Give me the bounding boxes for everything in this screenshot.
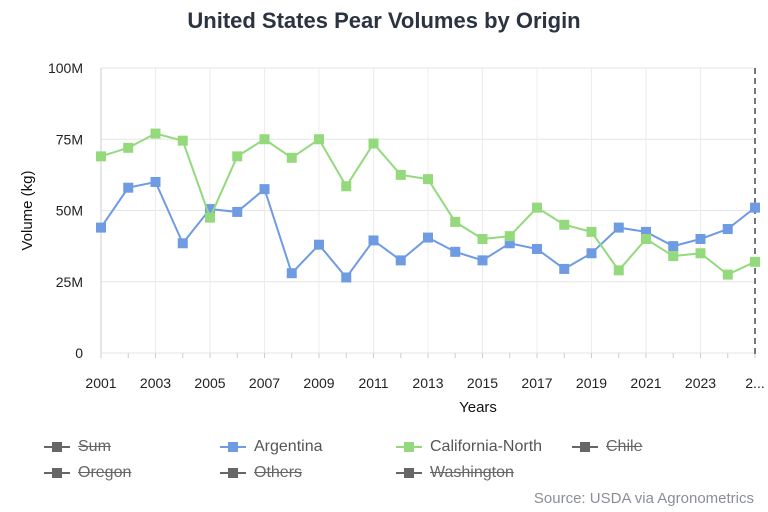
x-tick-label: 2005 — [194, 375, 225, 391]
legend-swatch-icon — [572, 440, 598, 454]
legend-item-argentina[interactable]: Argentina — [220, 438, 323, 456]
x-tick-label: 2015 — [467, 375, 498, 391]
data-point-argentina — [613, 222, 624, 233]
x-axis-title: Years — [459, 399, 497, 416]
x-tick-label: 2019 — [576, 375, 607, 391]
data-point-argentina — [423, 232, 433, 243]
data-point-california-north — [150, 128, 161, 139]
data-point-california-north — [341, 181, 352, 192]
legend-item-chile[interactable]: Chile — [572, 438, 642, 456]
data-point-argentina — [395, 255, 406, 266]
data-point-california-north — [395, 169, 406, 180]
data-point-argentina — [559, 263, 570, 274]
x-tick-label: 2009 — [303, 375, 334, 391]
y-tick-label: 0 — [75, 345, 83, 361]
legend-label: Oregon — [78, 464, 132, 481]
line-chart: 0 25M 50M 75M 100M 2001 2003 2005 2007 2009 2011 20… — [19, 60, 765, 416]
data-point-argentina — [668, 241, 679, 252]
data-point-california-north — [368, 138, 379, 149]
data-point-california-north — [96, 151, 106, 162]
data-point-argentina — [314, 239, 324, 250]
data-point-california-north — [286, 152, 297, 163]
data-point-california-north — [641, 234, 651, 244]
data-point-argentina — [96, 222, 106, 233]
legend-label: Others — [254, 464, 303, 481]
y-tick-label: 25M — [56, 274, 83, 290]
legend-item-others[interactable]: Others — [220, 464, 302, 482]
data-point-california-north — [259, 134, 270, 145]
y-tick-label: 100M — [48, 60, 83, 76]
x-tick-label: 2023 — [685, 375, 716, 391]
data-point-argentina — [177, 238, 188, 249]
data-point-california-north — [232, 151, 243, 162]
data-point-california-north — [750, 256, 760, 267]
data-point-california-north — [668, 251, 679, 262]
y-tick-label: 50M — [56, 203, 83, 219]
data-point-argentina — [259, 184, 270, 195]
data-point-california-north — [559, 219, 570, 230]
data-point-argentina — [750, 202, 760, 213]
legend-label: Chile — [606, 438, 643, 455]
data-point-argentina — [341, 272, 352, 283]
legend-swatch-icon — [44, 466, 70, 480]
legend-label: Argentina — [254, 438, 323, 455]
data-point-argentina — [722, 224, 733, 235]
data-point-argentina — [205, 204, 215, 215]
x-tick-label: 2001 — [85, 375, 116, 391]
x-tick-label: 2007 — [249, 375, 280, 391]
data-point-california-north — [423, 174, 433, 185]
legend-item-oregon[interactable]: Oregon — [44, 464, 131, 482]
data-point-argentina — [150, 177, 161, 187]
data-point-california-north — [722, 269, 733, 280]
x-tick-label: 2... — [745, 375, 764, 391]
legend-label: Sum — [78, 438, 111, 455]
x-tick-label: 2013 — [412, 375, 443, 391]
data-point-california-north — [177, 135, 188, 146]
data-point-california-north — [586, 226, 597, 237]
x-tick-label: 2003 — [140, 375, 171, 391]
data-point-california-north — [695, 248, 706, 259]
data-point-california-north — [504, 231, 515, 242]
legend-swatch-icon — [220, 440, 246, 454]
data-point-california-north — [613, 265, 624, 276]
data-point-california-north — [123, 142, 134, 153]
data-point-california-north — [450, 216, 461, 227]
data-point-argentina — [450, 246, 461, 257]
source-note: Source: USDA via Agronometrics — [533, 490, 754, 507]
legend-swatch-icon — [44, 440, 70, 454]
data-point-argentina — [504, 238, 515, 249]
data-point-argentina — [641, 226, 651, 237]
y-axis-title: Volume (kg) — [19, 170, 36, 250]
data-point-california-north — [314, 134, 324, 145]
legend-swatch-icon — [220, 466, 246, 480]
legend-label: California-North — [430, 438, 543, 455]
legend-item-sum[interactable]: Sum — [44, 438, 111, 456]
data-point-california-north — [532, 202, 542, 213]
data-point-california-north — [477, 234, 488, 244]
data-point-argentina — [695, 234, 706, 244]
data-point-california-north — [205, 212, 215, 223]
legend-swatch-icon — [396, 466, 422, 480]
legend-item-california-north[interactable]: California-North — [396, 438, 542, 456]
legend-label: Washington — [430, 464, 514, 481]
data-point-argentina — [123, 182, 134, 193]
y-tick-label: 75M — [56, 131, 83, 147]
data-point-argentina — [286, 268, 297, 279]
data-point-argentina — [532, 243, 542, 254]
data-point-argentina — [477, 255, 488, 266]
legend-swatch-icon — [396, 440, 422, 454]
chart-title: United States Pear Volumes by Origin — [187, 8, 581, 33]
data-point-argentina — [368, 235, 379, 246]
x-tick-label: 2021 — [630, 375, 661, 391]
x-tick-label: 2011 — [358, 375, 388, 391]
legend-item-washington[interactable]: Washington — [396, 464, 514, 482]
data-point-argentina — [232, 206, 243, 217]
x-tick-label: 2017 — [521, 375, 552, 391]
data-point-argentina — [586, 248, 597, 259]
